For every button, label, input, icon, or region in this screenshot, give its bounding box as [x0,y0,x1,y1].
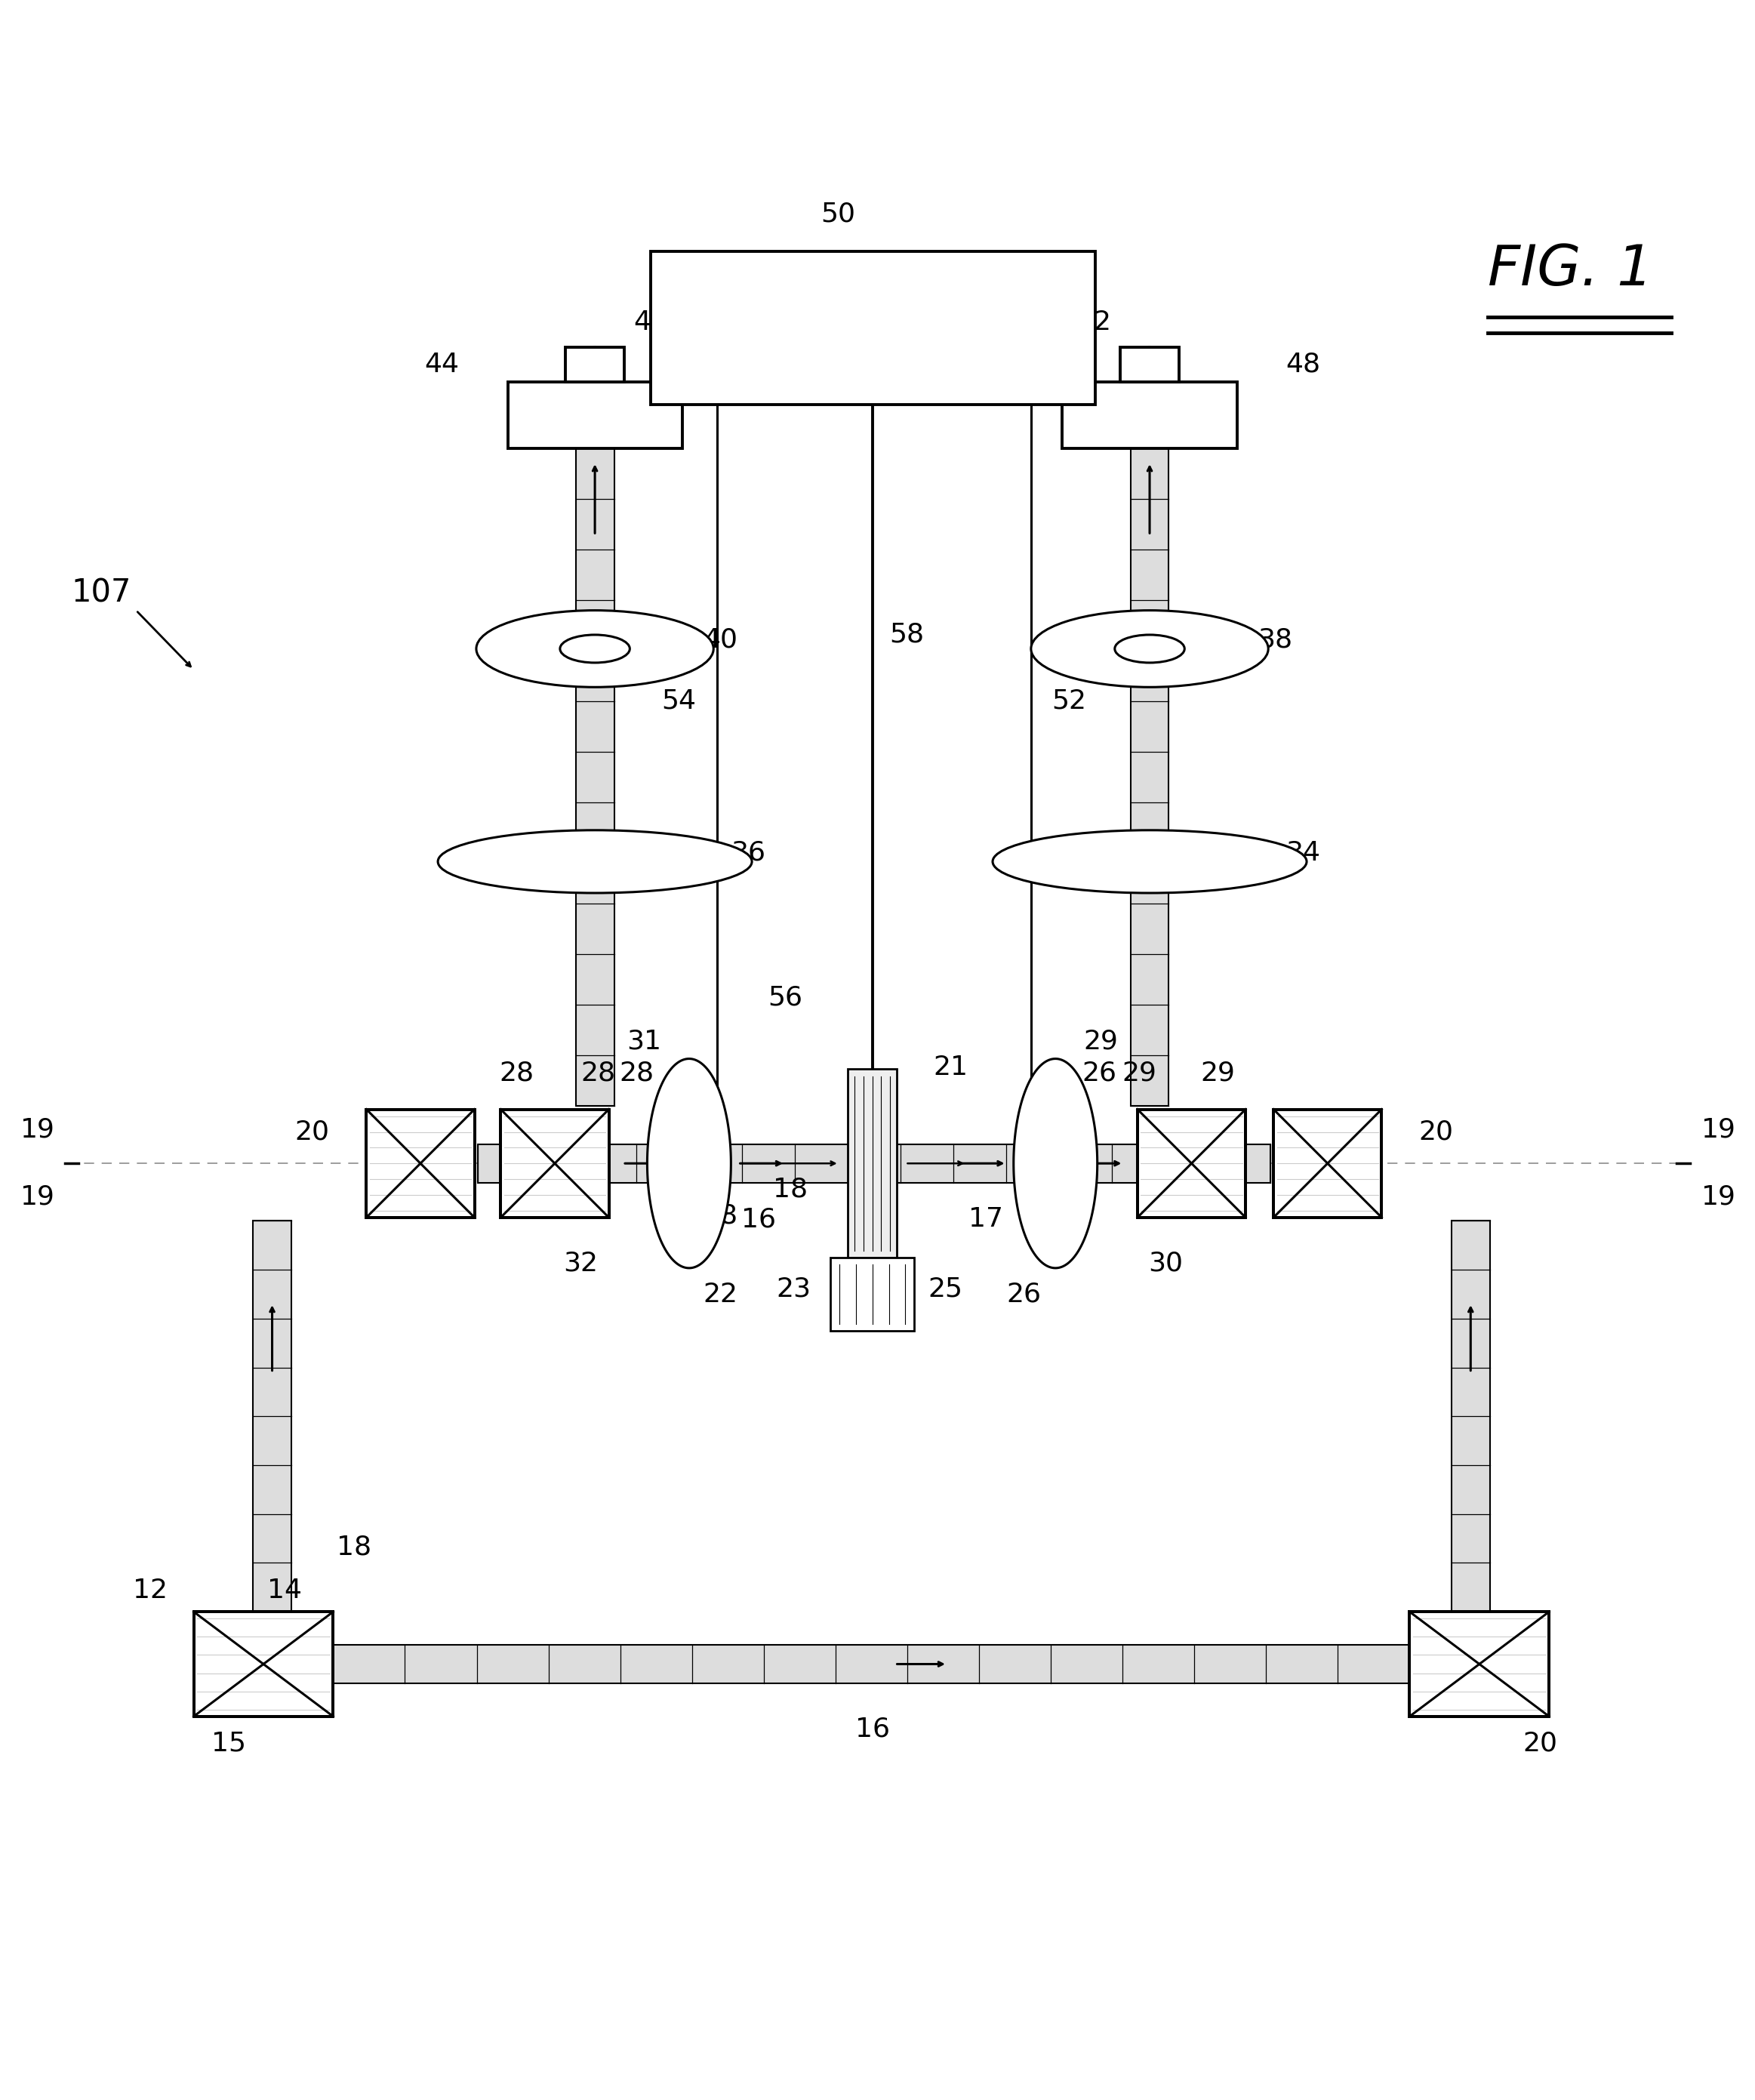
Text: 25: 25 [928,1277,963,1302]
Text: 18: 18 [337,1535,372,1560]
Text: 22: 22 [704,1281,737,1306]
Bar [500,1109,609,1218]
Text: 58: 58 [890,622,925,647]
Text: 42: 42 [634,309,669,336]
Text: 46: 46 [851,311,895,344]
Text: 29: 29 [1121,1060,1157,1086]
Text: 36: 36 [732,840,765,865]
Ellipse shape [560,634,630,664]
Text: 28: 28 [498,1060,534,1086]
Bar [1451,1220,1490,1611]
Bar [1409,1611,1550,1716]
Text: 56: 56 [767,985,802,1010]
Text: $\mathregular{19}$: $\mathregular{19}$ [1701,1117,1736,1142]
Ellipse shape [993,830,1307,892]
Text: 42: 42 [1076,309,1111,336]
Text: 28: 28 [620,1060,655,1086]
Text: 29: 29 [1200,1060,1236,1086]
Bar [1120,347,1179,382]
Text: 16: 16 [855,1716,890,1743]
Ellipse shape [476,611,714,687]
Text: 38: 38 [1258,628,1293,653]
Text: 20: 20 [1523,1730,1558,1756]
Bar [253,1220,291,1611]
Text: 40: 40 [704,628,737,653]
Text: 52: 52 [1051,689,1086,714]
Text: 18: 18 [704,1203,737,1228]
Text: 32: 32 [563,1252,598,1277]
Text: 26: 26 [1007,1281,1041,1306]
Text: 17: 17 [969,1205,1002,1233]
Bar [576,447,614,1107]
Text: 21: 21 [934,1054,969,1079]
Text: 44: 44 [425,351,458,378]
Text: 14: 14 [267,1577,302,1604]
Text: 31: 31 [627,1029,662,1054]
Text: 34: 34 [1286,840,1320,865]
Bar [193,1611,333,1716]
Polygon shape [1014,1058,1097,1268]
Text: 24: 24 [851,1224,886,1250]
Bar [1062,382,1237,447]
Text: 107: 107 [72,578,132,609]
Text: FIG. 1: FIG. 1 [1488,242,1653,296]
Bar [1274,1109,1381,1218]
Text: 16: 16 [742,1205,776,1233]
Text: 48: 48 [1286,351,1320,378]
Bar [1409,1611,1550,1716]
Text: 12: 12 [133,1577,167,1604]
Text: 26: 26 [1081,1060,1116,1086]
Bar [477,1144,1271,1182]
Polygon shape [648,1058,730,1268]
Bar [367,1109,474,1218]
Bar [848,1069,897,1258]
Bar [1130,447,1169,1107]
Bar [333,1644,1409,1684]
Text: 15: 15 [211,1730,246,1756]
Text: $\mathregular{19}$: $\mathregular{19}$ [1701,1184,1736,1210]
Text: 20: 20 [1418,1119,1453,1144]
Text: 28: 28 [581,1060,616,1086]
Bar [367,1109,474,1218]
Bar [830,1258,914,1331]
Text: $\mathregular{19}$: $\mathregular{19}$ [19,1184,54,1210]
Bar [1137,1109,1246,1218]
Bar [651,252,1095,405]
Ellipse shape [1030,611,1269,687]
Bar [507,382,683,447]
Bar [1274,1109,1381,1218]
Text: 30: 30 [1148,1252,1183,1277]
Text: 20: 20 [295,1119,330,1144]
Bar [500,1109,609,1218]
Bar [1137,1109,1246,1218]
Ellipse shape [1114,634,1185,664]
Bar [565,347,625,382]
Text: 18: 18 [772,1176,807,1203]
Text: 54: 54 [662,689,697,714]
Ellipse shape [439,830,751,892]
Text: 23: 23 [776,1277,811,1302]
Bar [193,1611,333,1716]
Text: 29: 29 [1083,1029,1118,1054]
Text: $\mathregular{19}$: $\mathregular{19}$ [19,1117,54,1142]
Text: 50: 50 [821,202,856,227]
